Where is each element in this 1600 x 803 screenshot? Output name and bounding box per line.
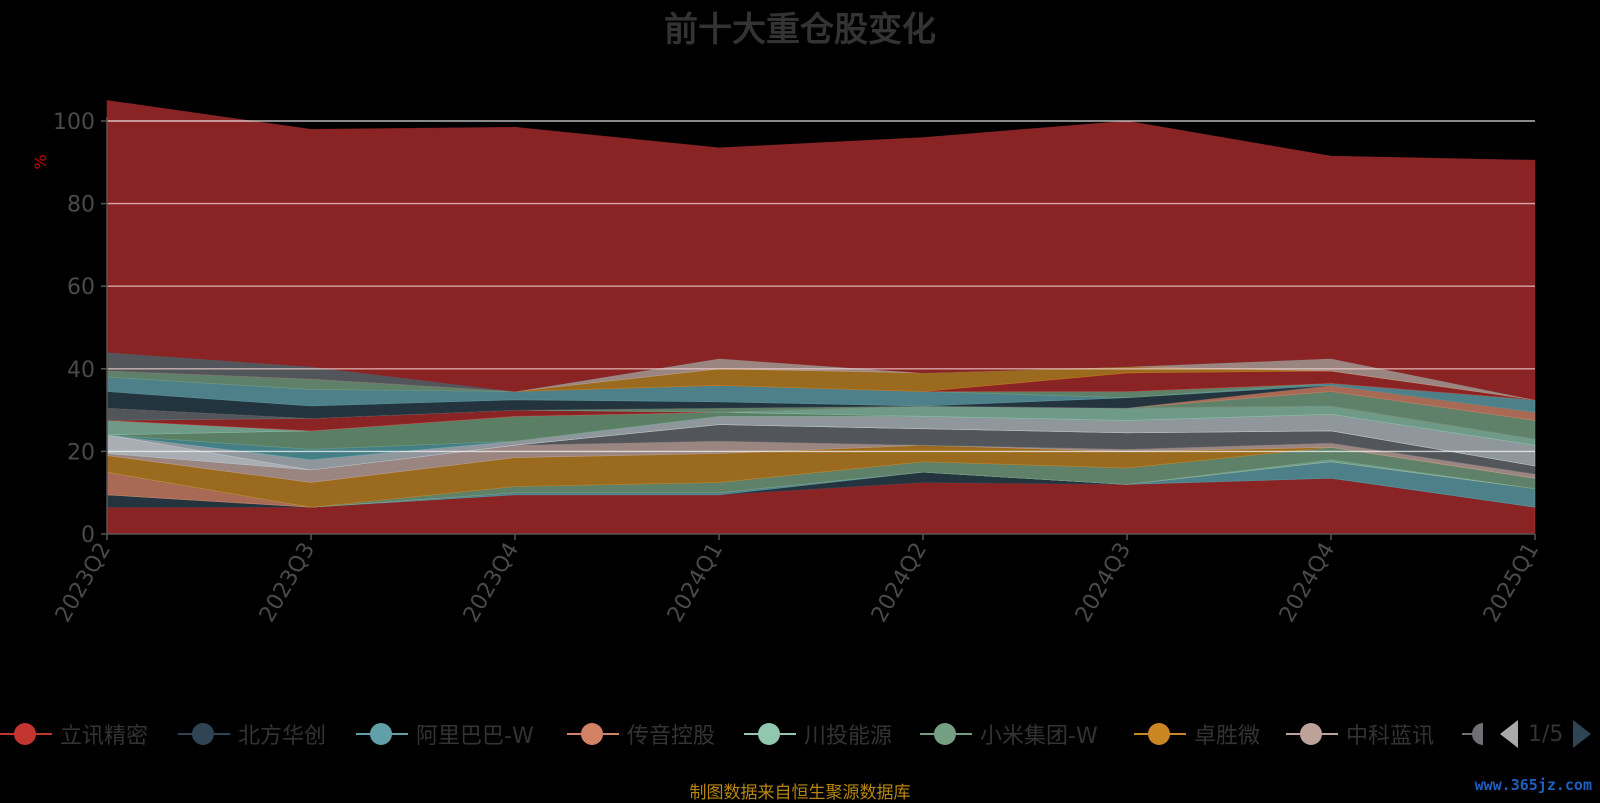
x-tick-label: 2023Q3 xyxy=(255,539,320,627)
legend-label: 立讯精密 xyxy=(60,724,149,749)
legend-label: 川投能源 xyxy=(804,724,893,749)
y-tick-label: 80 xyxy=(67,193,95,218)
legend-marker-icon xyxy=(0,718,52,750)
legend-label: 中科蓝讯 xyxy=(1346,724,1435,749)
x-tick-label: 2024Q3 xyxy=(1071,539,1136,627)
x-tick-label: 2024Q1 xyxy=(663,539,728,627)
chart-title: 前十大重仓股变化 xyxy=(664,10,936,50)
y-tick-label: 20 xyxy=(67,440,95,465)
legend-item[interactable]: 中科蓝讯 xyxy=(1286,718,1434,750)
legend-item[interactable]: 卓胜微 xyxy=(1134,718,1260,750)
legend-item-partial[interactable] xyxy=(1462,718,1484,750)
legend-marker-icon xyxy=(1462,718,1484,750)
legend-marker-icon xyxy=(1286,718,1338,750)
legend-marker-icon xyxy=(1134,718,1186,750)
legend-marker-icon xyxy=(356,718,408,750)
legend-item[interactable]: 立讯精密 xyxy=(0,718,148,750)
legend-next-arrow-icon[interactable] xyxy=(1573,720,1592,748)
area-series-26 xyxy=(106,100,1536,401)
legend-item[interactable]: 传音控股 xyxy=(567,718,715,750)
y-tick-label: 0 xyxy=(81,523,95,548)
data-source-note: 制图数据来自恒生聚源数据库 xyxy=(689,783,911,803)
y-axis-label: % xyxy=(31,154,50,169)
x-tick-label: 2025Q1 xyxy=(1479,539,1544,627)
chart-legend: 立讯精密 北方华创 阿里巴巴-W 传音控股 川投能源 小米集团-W 卓胜微 中科蓝讯 xyxy=(0,718,1600,750)
x-tick-label: 2023Q2 xyxy=(51,539,116,627)
y-tick-label: 40 xyxy=(67,358,95,383)
legend-marker-icon xyxy=(567,718,619,750)
x-tick-label: 2023Q4 xyxy=(459,539,524,627)
legend-item[interactable]: 北方华创 xyxy=(178,718,326,750)
legend-label: 小米集团-W xyxy=(980,724,1098,749)
legend-item[interactable]: 川投能源 xyxy=(744,718,892,750)
legend-label: 卓胜微 xyxy=(1194,724,1261,749)
legend-label: 北方华创 xyxy=(238,724,327,749)
x-tick-label: 2024Q2 xyxy=(867,539,932,627)
legend-item[interactable]: 阿里巴巴-W xyxy=(356,718,534,750)
legend-marker-icon xyxy=(178,718,230,750)
legend-label: 传音控股 xyxy=(627,724,716,749)
legend-prev-arrow-icon[interactable] xyxy=(1500,720,1518,748)
y-tick-label: 100 xyxy=(53,110,95,135)
legend-marker-icon xyxy=(920,718,972,750)
legend-marker-icon xyxy=(744,718,796,750)
x-tick-label: 2024Q4 xyxy=(1275,539,1340,627)
legend-page-indicator: 1/5 xyxy=(1528,721,1564,747)
y-tick-label: 60 xyxy=(67,275,95,300)
legend-pager: 1/5 xyxy=(1500,718,1592,750)
legend-item[interactable]: 小米集团-W xyxy=(920,718,1098,750)
legend-label: 阿里巴巴-W xyxy=(416,724,534,749)
watermark-logo: www.365jz.com xyxy=(1474,776,1592,794)
